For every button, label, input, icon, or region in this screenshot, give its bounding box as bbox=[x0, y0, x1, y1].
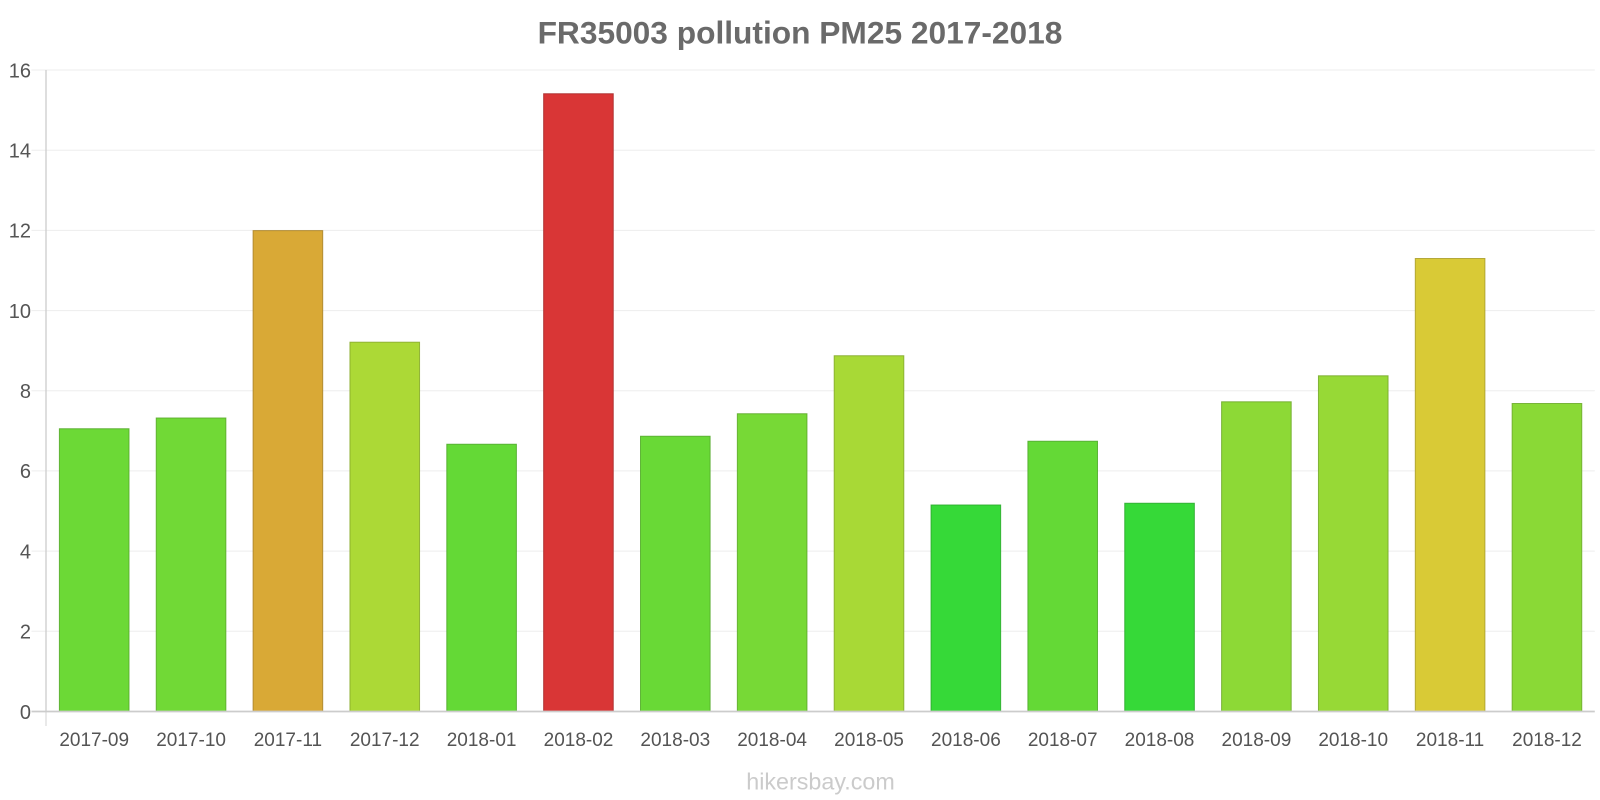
svg-text:2018-12: 2018-12 bbox=[1512, 730, 1582, 751]
svg-text:2017-12: 2017-12 bbox=[350, 730, 420, 751]
svg-text:hikersbay.com: hikersbay.com bbox=[746, 768, 894, 794]
svg-text:12: 12 bbox=[9, 221, 31, 243]
svg-text:2018-02: 2018-02 bbox=[544, 730, 614, 751]
svg-text:2017-10: 2017-10 bbox=[156, 730, 226, 751]
svg-text:2018-04: 2018-04 bbox=[737, 730, 807, 751]
svg-text:4: 4 bbox=[20, 541, 31, 563]
svg-text:2017-09: 2017-09 bbox=[59, 730, 129, 751]
svg-text:2018-09: 2018-09 bbox=[1222, 730, 1292, 751]
svg-text:16: 16 bbox=[9, 60, 31, 82]
svg-text:FR35003 pollution PM25 2017-20: FR35003 pollution PM25 2017-2018 bbox=[538, 15, 1063, 51]
svg-text:0: 0 bbox=[20, 702, 31, 724]
svg-text:2017-11: 2017-11 bbox=[254, 730, 322, 751]
svg-text:2018-07: 2018-07 bbox=[1028, 730, 1098, 751]
svg-text:6: 6 bbox=[20, 461, 31, 483]
svg-text:8: 8 bbox=[20, 381, 31, 403]
svg-text:2018-11: 2018-11 bbox=[1416, 730, 1484, 751]
svg-text:2018-10: 2018-10 bbox=[1318, 730, 1388, 751]
svg-text:10: 10 bbox=[9, 301, 31, 323]
svg-text:2018-08: 2018-08 bbox=[1125, 730, 1195, 751]
svg-text:14: 14 bbox=[9, 141, 31, 163]
svg-text:2018-01: 2018-01 bbox=[447, 730, 517, 751]
svg-text:2018-06: 2018-06 bbox=[931, 730, 1001, 751]
svg-text:2: 2 bbox=[20, 622, 31, 644]
svg-text:2018-03: 2018-03 bbox=[640, 730, 710, 751]
svg-text:2018-05: 2018-05 bbox=[834, 730, 904, 751]
